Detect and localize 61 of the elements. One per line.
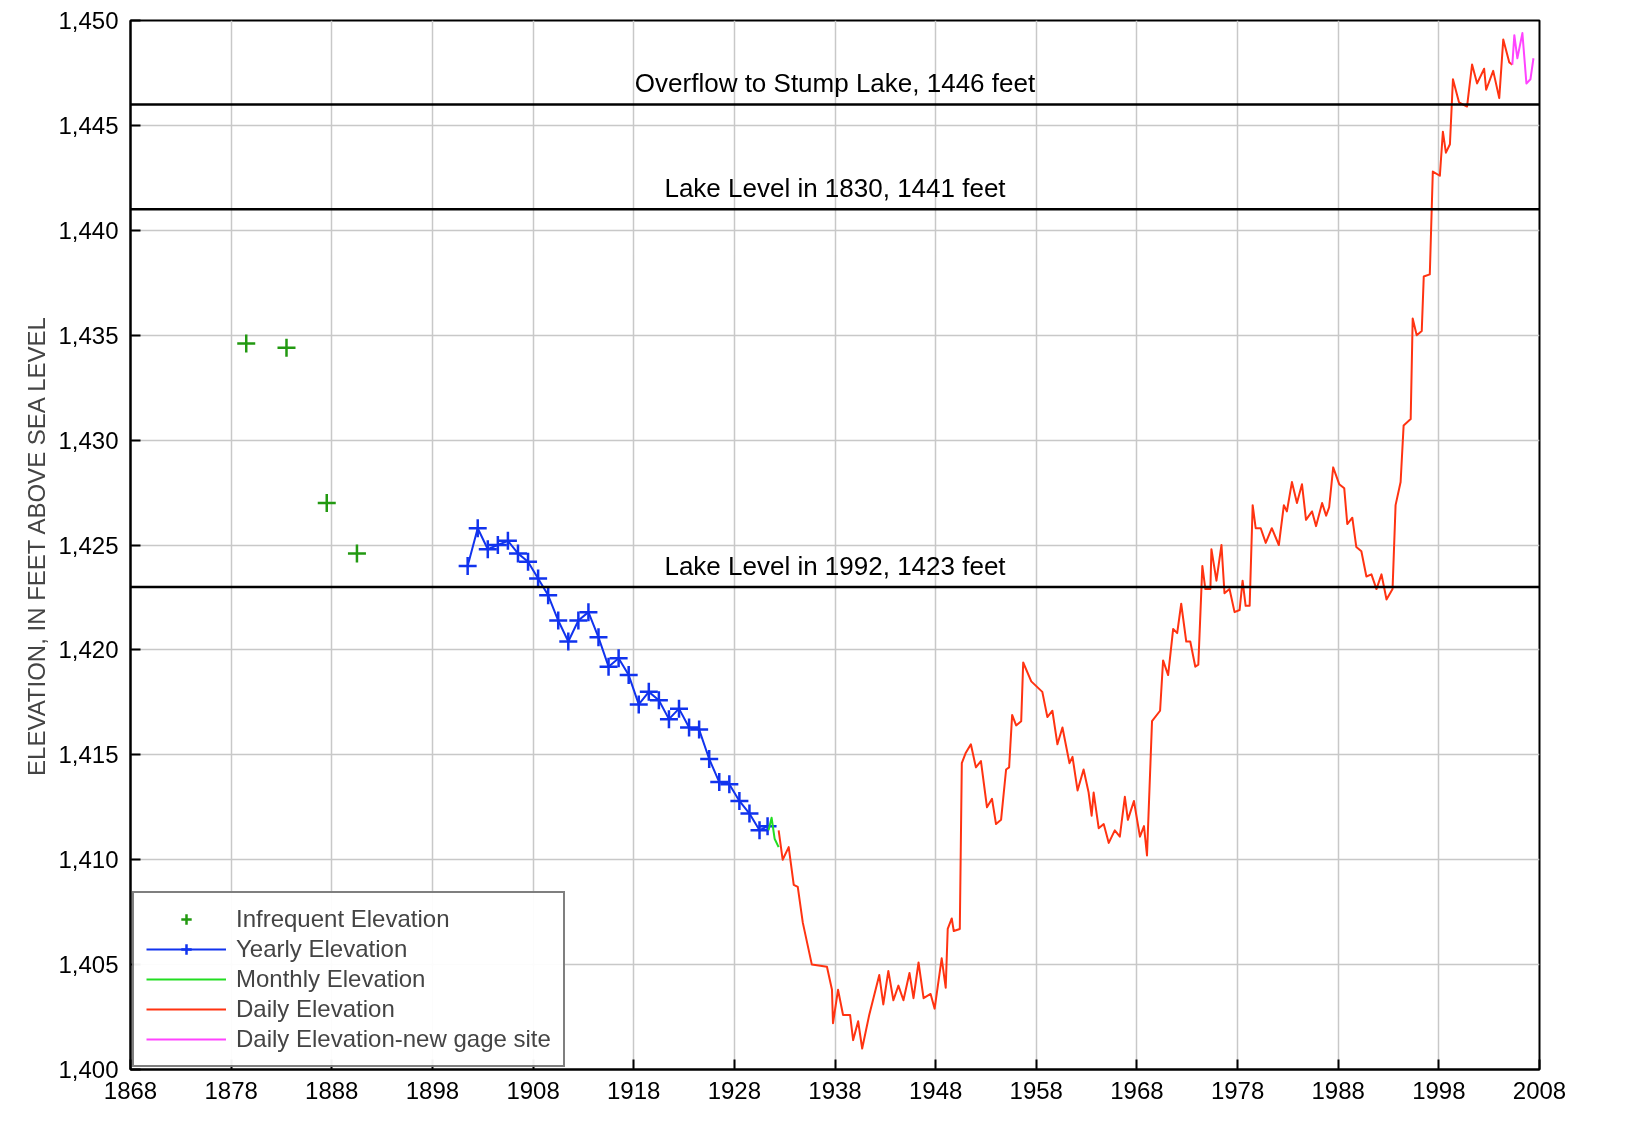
point xyxy=(709,771,730,793)
y-tick-label: 1,450 xyxy=(58,7,119,34)
point xyxy=(467,517,488,539)
point xyxy=(497,530,519,552)
x-tick-label: 1948 xyxy=(908,1076,963,1104)
point xyxy=(648,690,670,711)
y-tick-label: 1,405 xyxy=(58,951,119,979)
point xyxy=(588,627,609,648)
point xyxy=(678,717,700,738)
x-tick-label: 1878 xyxy=(204,1076,258,1104)
y-tick-label: 1,445 xyxy=(58,111,119,139)
x-tick-label: 1998 xyxy=(1412,1076,1466,1104)
y-tick-label: 1,415 xyxy=(58,741,119,769)
x-tick-label: 1928 xyxy=(707,1076,762,1104)
x-tick-label: 1978 xyxy=(1210,1076,1265,1104)
point xyxy=(527,568,549,589)
point xyxy=(547,610,569,631)
y-tick-label: 1,440 xyxy=(58,216,119,244)
y-tick-label: 1,420 xyxy=(58,636,119,664)
point xyxy=(487,534,509,556)
x-tick-label: 1968 xyxy=(1110,1076,1164,1104)
point xyxy=(457,555,478,577)
x-tick-label: 1918 xyxy=(607,1076,661,1104)
y-tick-label: 1,425 xyxy=(58,531,119,559)
x-tick-label: 1988 xyxy=(1311,1076,1365,1104)
x-tick-label: 1888 xyxy=(305,1076,359,1104)
legend-label: Yearly Elevation xyxy=(236,935,408,963)
point xyxy=(719,773,740,795)
y-tick-label: 1,410 xyxy=(58,846,119,874)
y-tick-label: 1,435 xyxy=(58,321,119,349)
point xyxy=(688,719,710,740)
x-tick-label: 1958 xyxy=(1009,1076,1063,1104)
point xyxy=(276,337,297,359)
point xyxy=(517,551,539,573)
point xyxy=(346,543,368,564)
x-tick-label: 1938 xyxy=(808,1076,862,1104)
line-series xyxy=(1511,32,1535,85)
x-tick-label: 1908 xyxy=(506,1076,560,1104)
x-tick-label: 1898 xyxy=(405,1076,460,1104)
point xyxy=(235,333,257,354)
legend-label: Monthly Elevation xyxy=(236,965,426,993)
point xyxy=(729,790,750,812)
y-tick-label: 1,430 xyxy=(58,426,119,454)
legend-label: Infrequent Elevation xyxy=(236,905,450,933)
line-series xyxy=(767,816,780,849)
point xyxy=(477,538,499,560)
ref-line-label: Lake Level in 1992, 1423 feet xyxy=(664,550,1007,581)
point xyxy=(558,631,579,652)
point xyxy=(316,492,337,514)
point xyxy=(537,585,559,606)
x-tick-label: 2008 xyxy=(1512,1076,1567,1104)
legend-label: Daily Elevation-new gage site xyxy=(236,1025,551,1053)
point xyxy=(507,543,529,564)
ref-line-label: Lake Level in 1830, 1441 feet xyxy=(664,173,1007,204)
point xyxy=(618,664,639,686)
y-axis-title: ELEVATION, IN FEET ABOVE SEA LEVEL xyxy=(23,317,51,776)
point xyxy=(739,803,760,824)
legend-label: Daily Elevation xyxy=(236,995,395,1023)
y-tick-label: 1,400 xyxy=(58,1056,119,1083)
point xyxy=(698,748,720,770)
ref-line-label: Overflow to Stump Lake, 1446 feet xyxy=(634,68,1036,99)
